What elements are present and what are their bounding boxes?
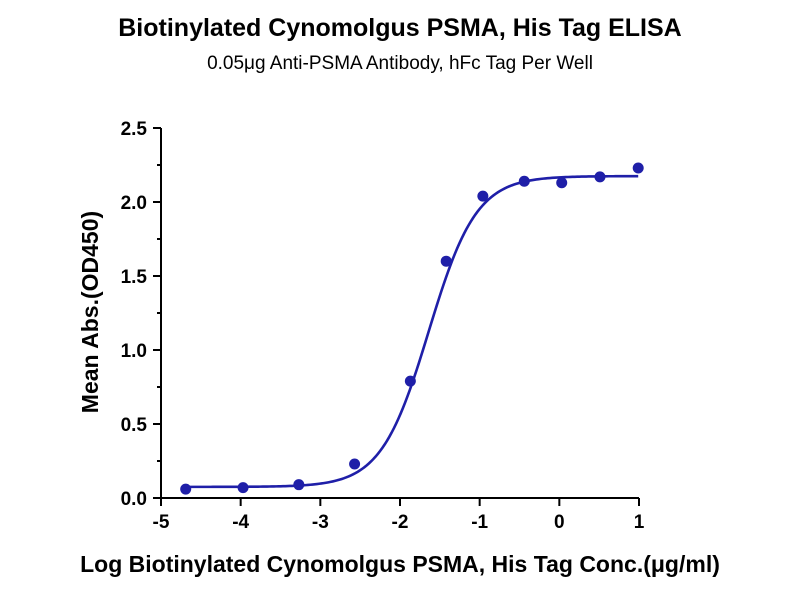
x-axis-title: Log Biotinylated Cynomolgus PSMA, His Ta… [80, 551, 720, 577]
y-axis: 0.0 0.5 1.0 1.5 2.0 2.5 [121, 119, 162, 510]
x-axis: -5 -4 -3 -2 -1 0 1 [153, 497, 645, 533]
data-point [518, 175, 530, 187]
y-tick-label: 2.5 [121, 119, 148, 140]
y-tick-label: 1.0 [121, 341, 147, 362]
y-tick-label: 2.0 [121, 193, 147, 214]
y-axis-title: Mean Abs.(OD450) [77, 211, 103, 413]
data-point [477, 190, 489, 202]
y-tick-label: 0.5 [121, 415, 148, 436]
plot-area [180, 162, 644, 495]
fit-curve [185, 174, 639, 489]
data-point [237, 482, 249, 494]
x-tick-label: -5 [153, 512, 170, 533]
data-point [440, 255, 452, 267]
x-tick-label: -2 [392, 512, 409, 533]
data-point [556, 177, 568, 189]
chart-subtitle: 0.05μg Anti-PSMA Antibody, hFc Tag Per W… [207, 53, 593, 74]
data-point [632, 162, 644, 174]
data-point [349, 458, 361, 470]
x-tick-label: -4 [232, 512, 249, 533]
x-tick-label: -1 [471, 512, 488, 533]
y-tick-label: 0.0 [121, 489, 147, 510]
data-point [404, 375, 416, 387]
chart-title: Biotinylated Cynomolgus PSMA, His Tag EL… [118, 14, 682, 42]
data-point [180, 483, 192, 495]
x-tick-label: 0 [554, 512, 565, 533]
x-tick-label: 1 [634, 512, 645, 533]
data-point [293, 479, 305, 491]
y-tick-label: 1.5 [121, 267, 148, 288]
data-point [594, 171, 606, 183]
x-tick-label: -3 [312, 512, 329, 533]
